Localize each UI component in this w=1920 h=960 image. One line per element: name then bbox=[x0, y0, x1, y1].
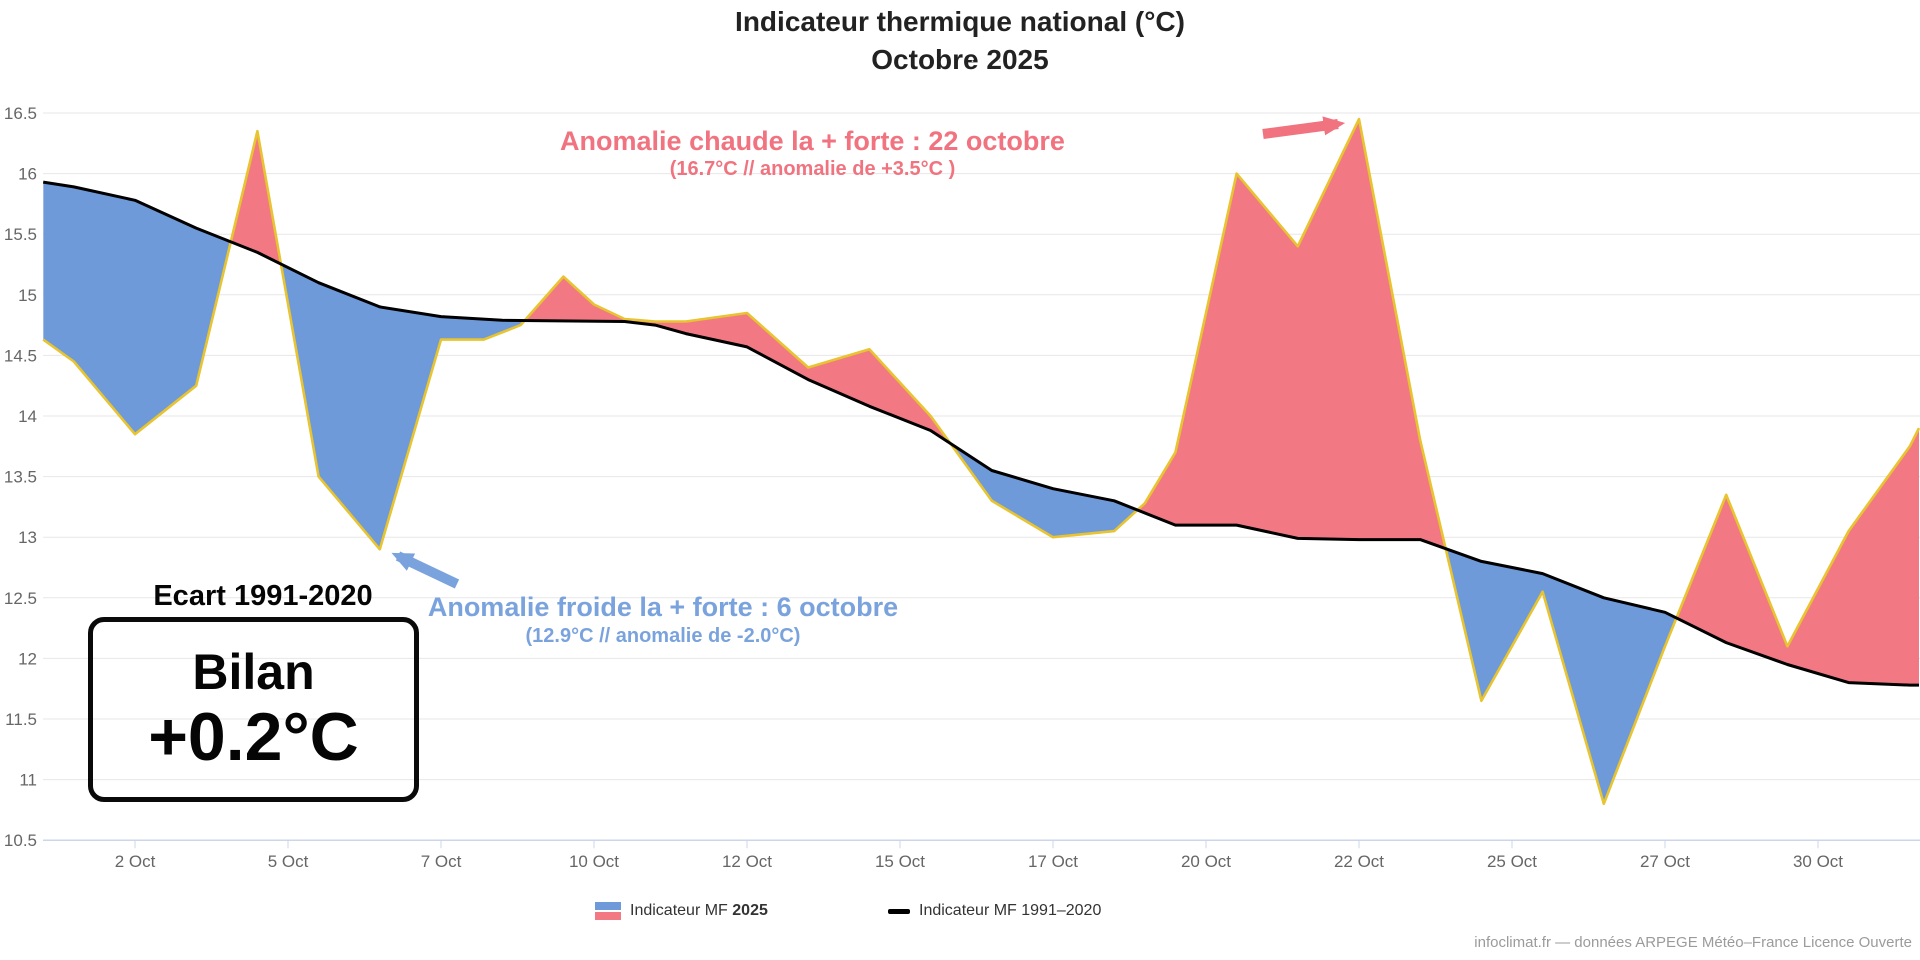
y-tick-label: 12.5 bbox=[4, 589, 37, 608]
y-tick-label: 16.5 bbox=[4, 104, 37, 123]
cold-anomaly-annotation: Anomalie froide la + forte : 6 octobre (… bbox=[363, 592, 963, 650]
ecart-heading: Ecart 1991-2020 bbox=[153, 580, 373, 612]
warm-anomaly-title: Anomalie chaude la + forte : 22 octobre bbox=[560, 126, 1065, 156]
x-tick-label: 25 Oct bbox=[1487, 852, 1537, 871]
page-subtitle: Octobre 2025 bbox=[871, 44, 1049, 75]
x-tick-label: 7 Oct bbox=[421, 852, 462, 871]
cold-anomaly-detail: (12.9°C // anomalie de -2.0°C) bbox=[525, 625, 801, 647]
series-2025-line bbox=[42, 117, 1920, 806]
y-tick-label: 14.5 bbox=[4, 346, 37, 365]
legend-item-normale: Indicateur MF 1991–2020 bbox=[888, 902, 1101, 920]
series-normal-line bbox=[42, 180, 1919, 687]
page-title: Indicateur thermique national (°C) bbox=[735, 6, 1185, 37]
y-tick-label: 12 bbox=[18, 649, 37, 668]
legend-label-normale: Indicateur MF 1991–2020 bbox=[919, 902, 1102, 919]
y-tick-label: 14 bbox=[18, 407, 37, 426]
legend-swatch-pink bbox=[595, 912, 621, 920]
y-tick-label: 13 bbox=[18, 528, 37, 547]
y-tick-label: 15.5 bbox=[4, 225, 37, 244]
y-tick-label: 11 bbox=[19, 771, 37, 790]
title-block: Indicateur thermique national (°C) Octob… bbox=[0, 6, 1920, 76]
legend-swatch-blue bbox=[595, 902, 621, 910]
watermark-dots: · · bbox=[970, 52, 1012, 69]
legend-label-2025: Indicateur MF 2025 bbox=[630, 902, 768, 920]
footer-credit: infoclimat.fr — données ARPEGE Météo–Fra… bbox=[1474, 934, 1912, 951]
warm-anomaly-annotation: Anomalie chaude la + forte : 22 octobre … bbox=[460, 126, 1165, 182]
legend-swatch-normale bbox=[888, 908, 910, 914]
x-tick-label: 12 Oct bbox=[722, 852, 772, 871]
x-tick-label: 27 Oct bbox=[1640, 852, 1690, 871]
y-tick-label: 13.5 bbox=[4, 468, 37, 487]
legend-swatch-2025 bbox=[595, 902, 621, 920]
x-tick-label: 5 Oct bbox=[268, 852, 309, 871]
y-tick-label: 16 bbox=[18, 165, 37, 184]
bilan-label: Bilan bbox=[192, 643, 315, 700]
legend-item-2025: Indicateur MF 2025 bbox=[595, 902, 768, 920]
warm-anomaly-detail: (16.7°C // anomalie de +3.5°C ) bbox=[669, 158, 956, 180]
x-tick-label: 15 Oct bbox=[875, 852, 925, 871]
y-tick-label: 11.5 bbox=[5, 710, 37, 729]
y-tick-label: 10.5 bbox=[4, 831, 37, 850]
bilan-box: Bilan +0.2°C bbox=[88, 617, 419, 802]
x-tick-label: 30 Oct bbox=[1793, 852, 1843, 871]
cold-anomaly-title: Anomalie froide la + forte : 6 octobre bbox=[427, 592, 899, 622]
x-tick-label: 22 Oct bbox=[1334, 852, 1384, 871]
x-tick-label: 2 Oct bbox=[115, 852, 156, 871]
bilan-value: +0.2°C bbox=[148, 698, 359, 775]
x-tick-label: 10 Oct bbox=[569, 852, 619, 871]
x-tick-label: 17 Oct bbox=[1028, 852, 1078, 871]
x-tick-label: 20 Oct bbox=[1181, 852, 1231, 871]
y-tick-label: 15 bbox=[18, 286, 37, 305]
legend-label-2025-year: 2025 bbox=[732, 902, 768, 919]
legend-label-2025-prefix: Indicateur MF bbox=[630, 902, 733, 919]
